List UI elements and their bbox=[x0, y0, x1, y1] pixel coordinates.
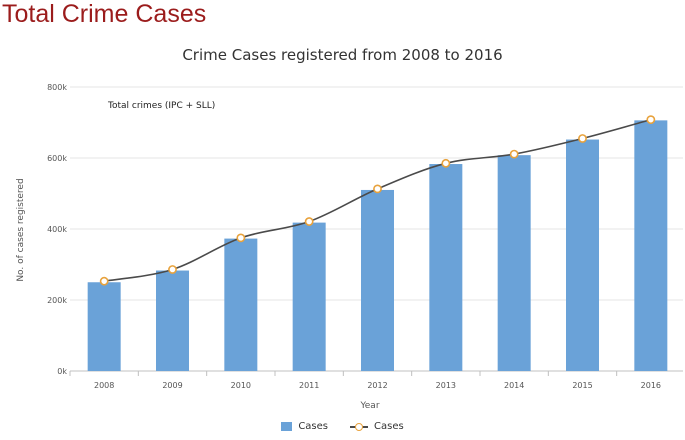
y-tick-label: 200k bbox=[47, 296, 67, 305]
legend-line-swatch bbox=[350, 422, 368, 432]
line-point bbox=[99, 276, 109, 286]
bar bbox=[361, 189, 394, 371]
line-markers bbox=[99, 115, 656, 286]
bar-series bbox=[87, 120, 668, 372]
x-tick-label: 2011 bbox=[299, 381, 319, 390]
x-tick-label: 2009 bbox=[162, 381, 182, 390]
x-tick-label: 2012 bbox=[367, 381, 387, 390]
x-tick-label: 2014 bbox=[504, 381, 524, 390]
bar bbox=[156, 270, 189, 371]
bar bbox=[634, 120, 668, 372]
x-tick-label: 2015 bbox=[572, 381, 592, 390]
legend-item-line[interactable]: Cases bbox=[350, 421, 404, 432]
x-axis-ticks: 2008 2009 2010 2011 2012 2013 2014 2015 2016 bbox=[69, 371, 661, 390]
chart-annotation: Total crimes (IPC + SLL) bbox=[108, 101, 216, 111]
line-point bbox=[304, 217, 314, 226]
y-axis-ticks: 0k 200k 400k 600k 800k bbox=[47, 83, 67, 376]
x-tick-label: 2008 bbox=[94, 381, 114, 390]
x-axis-label: Year bbox=[359, 401, 379, 411]
line-point bbox=[168, 265, 177, 274]
bar bbox=[566, 139, 599, 371]
bar bbox=[497, 155, 531, 371]
y-tick-label: 0k bbox=[57, 367, 67, 376]
x-tick-label: 2010 bbox=[231, 381, 251, 390]
line-point bbox=[578, 134, 587, 143]
legend-item-bar[interactable]: Cases bbox=[281, 421, 328, 432]
line-point bbox=[441, 158, 451, 168]
bar bbox=[87, 282, 121, 371]
line-point bbox=[236, 233, 246, 243]
bar bbox=[429, 164, 463, 371]
chart-title: Crime Cases registered from 2008 to 2016 bbox=[182, 46, 503, 64]
bar bbox=[292, 222, 326, 371]
legend-bar-label: Cases bbox=[298, 421, 328, 432]
page-heading: Total Crime Cases bbox=[2, 0, 207, 28]
legend: Cases Cases bbox=[0, 421, 685, 432]
legend-line-label: Cases bbox=[374, 421, 404, 432]
x-tick-label: 2013 bbox=[436, 381, 456, 390]
x-tick-label: 2016 bbox=[641, 381, 661, 390]
line-point bbox=[509, 149, 519, 159]
y-axis-label: No. of cases registered bbox=[16, 178, 26, 281]
line-point bbox=[373, 184, 382, 194]
line-point bbox=[646, 115, 656, 125]
y-tick-label: 400k bbox=[47, 225, 67, 234]
y-tick-label: 800k bbox=[47, 83, 67, 92]
bar bbox=[224, 238, 258, 371]
y-tick-label: 600k bbox=[47, 154, 67, 163]
legend-bar-swatch bbox=[281, 422, 293, 431]
